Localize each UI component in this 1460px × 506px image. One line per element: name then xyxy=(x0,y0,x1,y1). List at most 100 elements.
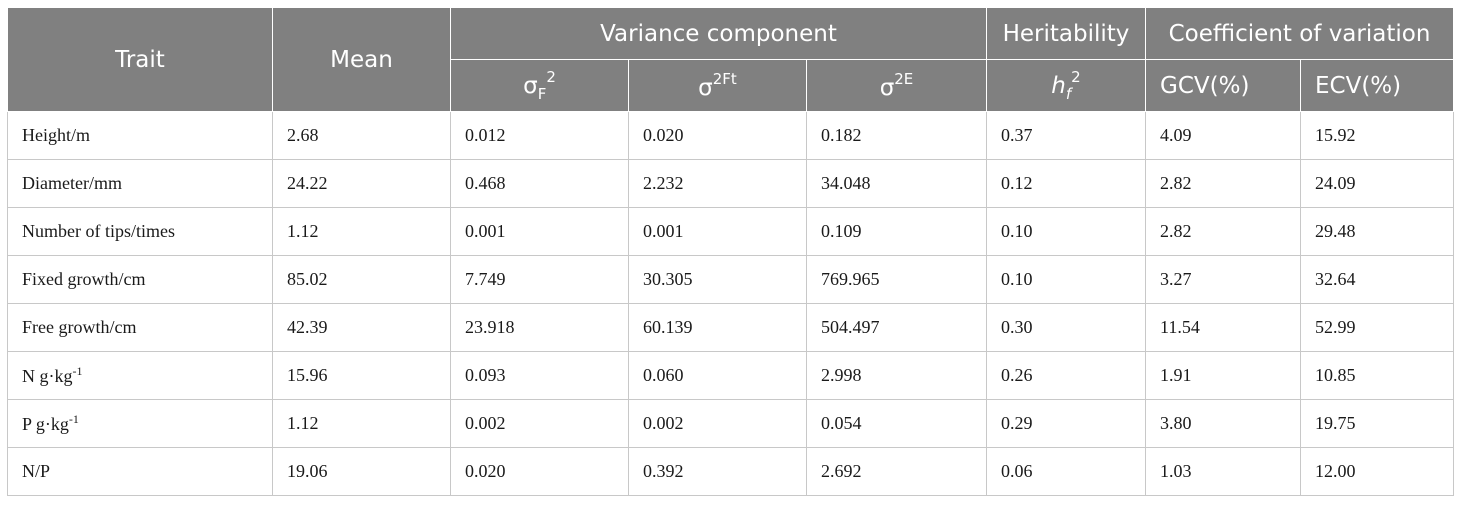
table-row: Number of tips/times 1.12 0.001 0.001 0.… xyxy=(7,207,1455,256)
cell-sigma-2e: 34.048 xyxy=(806,159,987,208)
cell-ecv: 32.64 xyxy=(1299,255,1455,304)
header-trait: Trait xyxy=(7,7,273,112)
cell-sigma-2ft: 30.305 xyxy=(628,255,807,304)
cell-sigma-2e: 0.054 xyxy=(806,399,987,448)
cell-mean: 1.12 xyxy=(272,399,451,448)
cell-sigma-2e: 504.497 xyxy=(806,303,987,352)
sigma-f-subscript: F xyxy=(537,85,547,103)
unit-superscript: -1 xyxy=(72,364,83,378)
cell-heritability: 0.26 xyxy=(986,351,1146,400)
cell-sigma-2ft: 0.060 xyxy=(628,351,807,400)
cell-sigma-f2: 0.093 xyxy=(450,351,629,400)
header-sigma-2ft: σ2Ft xyxy=(628,59,807,112)
unit-superscript: -1 xyxy=(68,412,79,426)
h-superscript: 2 xyxy=(1071,68,1081,86)
table-row: N g·kg-1 15.96 0.093 0.060 2.998 0.26 1.… xyxy=(7,351,1455,400)
cell-gcv: 3.27 xyxy=(1145,255,1301,304)
cell-trait: Number of tips/times xyxy=(7,207,273,256)
cell-mean: 2.68 xyxy=(272,111,451,160)
cell-ecv: 10.85 xyxy=(1299,351,1455,400)
cell-mean: 19.06 xyxy=(272,447,451,496)
trait-label: P g·kg xyxy=(22,414,69,434)
cell-heritability: 0.29 xyxy=(986,399,1146,448)
cell-ecv: 12.00 xyxy=(1299,447,1455,496)
cell-sigma-2e: 2.998 xyxy=(806,351,987,400)
header-heritability: Heritability xyxy=(986,7,1146,60)
h-symbol: h xyxy=(1051,73,1066,99)
table-row: Free growth/cm 42.39 23.918 60.139 504.4… xyxy=(7,303,1455,352)
cell-ecv: 24.09 xyxy=(1299,159,1455,208)
header-variance-component: Variance component xyxy=(450,7,987,60)
cell-heritability: 0.30 xyxy=(986,303,1146,352)
header-row-2: σF2 σ2Ft σ2E hf2 GCV(%) ECV(%) xyxy=(8,59,1455,112)
cell-heritability: 0.06 xyxy=(986,447,1146,496)
cell-trait: Height/m xyxy=(7,111,273,160)
sigma-e-superscript: 2E xyxy=(894,70,914,88)
cell-sigma-f2: 0.012 xyxy=(450,111,629,160)
header-row-1: Trait Mean Variance component Heritabili… xyxy=(7,7,1455,112)
cell-mean: 1.12 xyxy=(272,207,451,256)
cell-heritability: 0.10 xyxy=(986,207,1146,256)
sigma-symbol: σ xyxy=(879,75,895,101)
cell-sigma-2e: 769.965 xyxy=(806,255,987,304)
cell-sigma-2ft: 0.002 xyxy=(628,399,807,448)
cell-gcv: 4.09 xyxy=(1145,111,1301,160)
cell-trait: Free growth/cm xyxy=(7,303,273,352)
variance-table: Trait Mean Variance component Heritabili… xyxy=(7,7,1455,496)
header-gcv: GCV(%) xyxy=(1145,59,1301,112)
cell-sigma-2e: 2.692 xyxy=(806,447,987,496)
header-sigma-f2: σF2 xyxy=(450,59,629,112)
cell-sigma-2ft: 2.232 xyxy=(628,159,807,208)
cell-sigma-f2: 0.002 xyxy=(450,399,629,448)
cell-gcv: 2.82 xyxy=(1145,159,1301,208)
cell-sigma-f2: 0.001 xyxy=(450,207,629,256)
cell-ecv: 29.48 xyxy=(1299,207,1455,256)
cell-gcv: 11.54 xyxy=(1145,303,1301,352)
h-subscript: f xyxy=(1065,85,1072,103)
table-row: Diameter/mm 24.22 0.468 2.232 34.048 0.1… xyxy=(7,159,1455,208)
cell-gcv: 2.82 xyxy=(1145,207,1301,256)
cell-sigma-2e: 0.182 xyxy=(806,111,987,160)
cell-sigma-2ft: 0.020 xyxy=(628,111,807,160)
sigma-symbol: σ xyxy=(523,73,538,99)
cell-trait: P g·kg-1 xyxy=(7,399,273,448)
cell-mean: 85.02 xyxy=(272,255,451,304)
cell-trait: N g·kg-1 xyxy=(7,351,273,400)
table-row: P g·kg-1 1.12 0.002 0.002 0.054 0.29 3.8… xyxy=(7,399,1455,448)
header-hf2: hf2 xyxy=(986,59,1146,112)
cell-sigma-2e: 0.109 xyxy=(806,207,987,256)
cell-sigma-f2: 23.918 xyxy=(450,303,629,352)
cell-mean: 15.96 xyxy=(272,351,451,400)
cell-trait: N/P xyxy=(7,447,273,496)
table-row: Fixed growth/cm 85.02 7.749 30.305 769.9… xyxy=(7,255,1455,304)
cell-sigma-f2: 0.468 xyxy=(450,159,629,208)
table-row: Height/m 2.68 0.012 0.020 0.182 0.37 4.0… xyxy=(7,111,1455,160)
cell-trait: Diameter/mm xyxy=(7,159,273,208)
cell-ecv: 52.99 xyxy=(1299,303,1455,352)
cell-mean: 24.22 xyxy=(272,159,451,208)
cell-gcv: 1.91 xyxy=(1145,351,1301,400)
cell-sigma-f2: 0.020 xyxy=(450,447,629,496)
sigma-symbol: σ xyxy=(698,75,713,101)
cell-sigma-f2: 7.749 xyxy=(450,255,629,304)
cell-heritability: 0.37 xyxy=(986,111,1146,160)
sigma-f-superscript: 2 xyxy=(546,68,556,86)
cell-trait: Fixed growth/cm xyxy=(7,255,273,304)
cell-ecv: 19.75 xyxy=(1299,399,1455,448)
cell-gcv: 1.03 xyxy=(1145,447,1301,496)
cell-heritability: 0.10 xyxy=(986,255,1146,304)
cell-ecv: 15.92 xyxy=(1299,111,1455,160)
header-coefficient-of-variation: Coefficient of variation xyxy=(1144,7,1455,60)
cell-gcv: 3.80 xyxy=(1145,399,1301,448)
cell-sigma-2ft: 60.139 xyxy=(628,303,807,352)
trait-label: N g·kg xyxy=(22,366,73,386)
cell-heritability: 0.12 xyxy=(986,159,1146,208)
cell-sigma-2ft: 0.392 xyxy=(628,447,807,496)
header-mean: Mean xyxy=(272,7,451,112)
table-container: Trait Mean Variance component Heritabili… xyxy=(7,7,1455,496)
cell-sigma-2ft: 0.001 xyxy=(628,207,807,256)
header-ecv: ECV(%) xyxy=(1299,59,1455,112)
table-row: N/P 19.06 0.020 0.392 2.692 0.06 1.03 12… xyxy=(7,447,1455,496)
header-sigma-2e: σ2E xyxy=(806,59,987,112)
cell-mean: 42.39 xyxy=(272,303,451,352)
